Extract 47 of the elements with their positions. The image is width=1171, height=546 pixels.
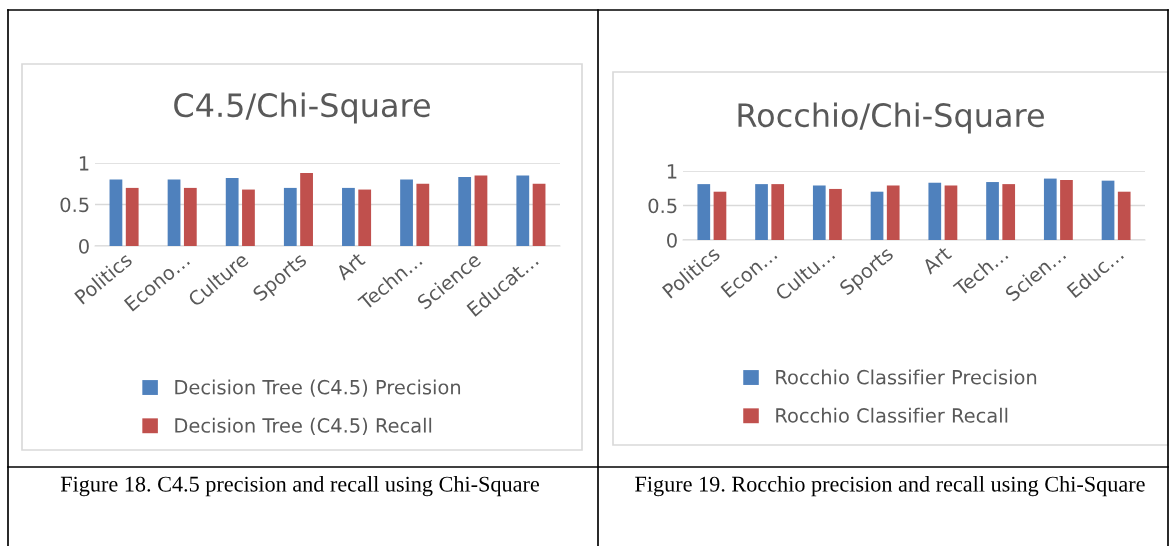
bar [1002, 184, 1016, 240]
bar [183, 187, 197, 246]
bar [928, 182, 942, 240]
chart-title: Rocchio/Chi-Square [738, 102, 1044, 134]
y-tick-label: 1 [667, 164, 677, 179]
bar [1043, 178, 1057, 240]
legend-label: Rocchio Classifier Recall [776, 407, 1008, 423]
bar [532, 183, 546, 246]
caption: Figure 19. Rocchio precision and recall using Chi-Square [635, 476, 1145, 497]
bar [458, 177, 472, 246]
bar [829, 188, 842, 240]
bar [1060, 179, 1073, 240]
bar [474, 175, 488, 246]
caption: Figure 18. C4.5 precision and recall using Chi-Square [60, 476, 539, 497]
bar [416, 183, 430, 246]
bar [771, 184, 785, 240]
x-tick-label: Art [921, 245, 953, 275]
bar [358, 189, 372, 246]
y-tick-label: 0.5 [60, 197, 89, 213]
y-tick-label: 0 [79, 238, 89, 254]
bar [755, 184, 768, 240]
bar [986, 182, 999, 240]
bar [342, 187, 355, 246]
bar [242, 189, 255, 246]
bar [109, 179, 123, 246]
bar [1101, 180, 1115, 240]
y-tick-label: 0.5 [648, 198, 677, 214]
legend-label: Rocchio Classifier Precision [776, 369, 1037, 385]
legend-label: Decision Tree (C4.5) Recall [175, 417, 432, 436]
bar [400, 179, 413, 246]
legend-label: Decision Tree (C4.5) Precision [175, 379, 461, 397]
bar [1117, 191, 1131, 240]
bar [125, 187, 139, 246]
y-tick-label: 0 [667, 232, 677, 248]
bar [944, 185, 958, 240]
bar [225, 177, 239, 246]
bar [300, 172, 313, 246]
y-tick-label: 1 [79, 156, 89, 171]
bar [516, 175, 530, 246]
bar [283, 187, 297, 246]
chart-title: C4.5/Chi-Square [174, 92, 430, 124]
bar [697, 184, 711, 240]
bar [870, 191, 884, 240]
bar [886, 185, 900, 240]
bar [812, 185, 826, 240]
bar [713, 191, 727, 240]
bar [167, 179, 181, 246]
